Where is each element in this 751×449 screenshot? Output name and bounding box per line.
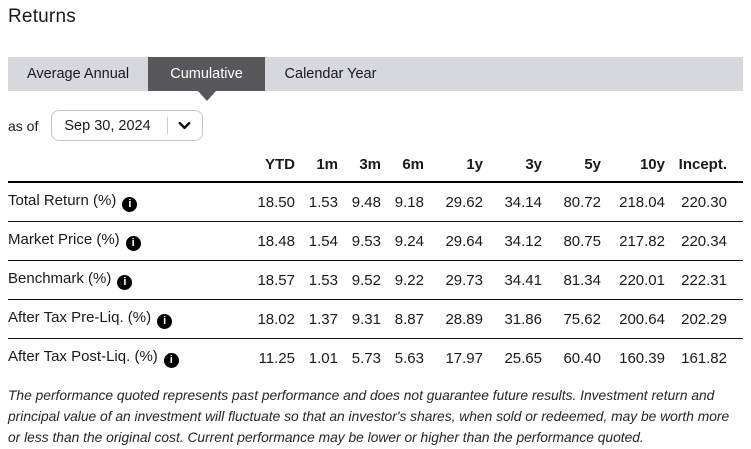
value-cell: 9.52 <box>351 271 381 289</box>
value-cell: 29.62 <box>445 193 483 211</box>
table-row-after-tax-pre-liq: After Tax Pre-Liq. (%) i 18.02 1.37 9.31 8.87… <box>8 300 743 339</box>
table-row-benchmark: Benchmark (%) i 18.57 1.53 9.52 9.22 29.73 34.4… <box>8 261 743 300</box>
column-header-1y: 1y <box>424 152 483 183</box>
value-cell: 80.75 <box>563 232 601 250</box>
value-cell: 18.48 <box>257 232 295 250</box>
value-cell: 9.24 <box>394 232 424 250</box>
row-label-header <box>8 152 248 183</box>
as-of-date-value: Sep 30, 2024 <box>64 117 151 134</box>
chevron-down-icon <box>178 121 191 130</box>
returns-table-body: Total Return (%) i 18.50 1.53 9.48 9.18 29.62 3… <box>8 182 743 377</box>
returns-table: YTD 1m 3m 6m 1y 3y 5y 10y Incept. Total Return (… <box>8 152 743 377</box>
value-cell: 17.97 <box>445 349 483 367</box>
tab-average-annual[interactable]: Average Annual <box>26 66 130 82</box>
value-cell: 29.73 <box>445 271 483 289</box>
value-cell: 81.34 <box>563 271 601 289</box>
performance-disclaimer: The performance quoted represents past p… <box>8 388 730 445</box>
value-cell: 80.72 <box>563 193 601 211</box>
tab-cumulative[interactable]: Cumulative <box>148 57 265 91</box>
value-cell: 34.41 <box>504 271 542 289</box>
column-header-3m: 3m <box>338 152 381 183</box>
info-icon[interactable]: i <box>157 314 173 329</box>
value-cell: 200.64 <box>619 310 665 328</box>
as-of-row: as of Sep 30, 2024 <box>8 110 743 141</box>
value-cell: 34.14 <box>504 193 542 211</box>
value-cell: 222.31 <box>681 271 727 289</box>
row-label: Benchmark (%) i <box>8 261 248 300</box>
value-cell: 18.50 <box>257 193 295 211</box>
value-cell: 160.39 <box>619 349 665 367</box>
value-cell: 1.01 <box>308 349 338 367</box>
row-label: Market Price (%) i <box>8 222 248 261</box>
row-label-text: After Tax Post-Liq. (%) <box>8 348 158 365</box>
value-cell: 31.86 <box>504 310 542 328</box>
table-row-market-price: Market Price (%) i 18.48 1.54 9.53 9.24 29.64 3… <box>8 222 743 261</box>
row-label-text: Total Return (%) <box>8 192 117 209</box>
value-cell: 1.54 <box>308 232 338 250</box>
column-header-5y: 5y <box>542 152 601 183</box>
value-cell: 5.63 <box>394 349 424 367</box>
value-cell: 60.40 <box>563 349 601 367</box>
value-cell: 9.22 <box>394 271 424 289</box>
column-header-6m: 6m <box>381 152 424 183</box>
returns-tabbar: Average Annual Cumulative Calendar Year <box>8 57 743 91</box>
column-header-10y: 10y <box>601 152 665 183</box>
value-cell: 28.89 <box>445 310 483 328</box>
value-cell: 220.01 <box>619 271 665 289</box>
page-title: Returns <box>8 6 76 27</box>
table-row-after-tax-post-liq: After Tax Post-Liq. (%) i 11.25 1.01 5.73 5.6… <box>8 339 743 378</box>
value-cell: 9.18 <box>394 193 424 211</box>
column-header-incept: Incept. <box>665 152 743 183</box>
value-cell: 217.82 <box>619 232 665 250</box>
table-header-row: YTD 1m 3m 6m 1y 3y 5y 10y Incept. <box>8 152 743 183</box>
value-cell: 5.73 <box>351 349 381 367</box>
value-cell: 9.31 <box>351 310 381 328</box>
value-cell: 1.53 <box>308 271 338 289</box>
tabbar-filler <box>396 57 743 91</box>
as-of-date-dropdown[interactable]: Sep 30, 2024 <box>51 110 203 141</box>
value-cell: 11.25 <box>258 349 295 367</box>
as-of-label: as of <box>8 117 39 134</box>
value-cell: 9.48 <box>351 193 381 211</box>
value-cell: 8.87 <box>394 310 424 328</box>
value-cell: 202.29 <box>681 310 727 328</box>
value-cell: 18.02 <box>257 310 295 328</box>
column-header-ytd: YTD <box>248 152 295 183</box>
tab-calendar-year[interactable]: Calendar Year <box>284 66 377 82</box>
value-cell: 220.30 <box>681 193 727 211</box>
value-cell: 1.53 <box>308 193 338 211</box>
row-label: Total Return (%) i <box>8 182 248 222</box>
value-cell: 18.57 <box>257 271 295 289</box>
dropdown-divider <box>166 117 168 134</box>
row-label-text: Benchmark (%) <box>8 270 112 287</box>
info-icon[interactable]: i <box>117 275 133 290</box>
value-cell: 9.53 <box>351 232 381 250</box>
value-cell: 220.34 <box>681 232 727 250</box>
value-cell: 161.82 <box>681 349 727 367</box>
value-cell: 218.04 <box>619 193 665 211</box>
row-label: After Tax Post-Liq. (%) i <box>8 339 248 378</box>
value-cell: 29.64 <box>445 232 483 250</box>
info-icon[interactable]: i <box>163 353 179 368</box>
table-row-total-return: Total Return (%) i 18.50 1.53 9.48 9.18 29.62 3… <box>8 182 743 222</box>
row-label: After Tax Pre-Liq. (%) i <box>8 300 248 339</box>
row-label-text: Market Price (%) <box>8 231 120 248</box>
value-cell: 1.37 <box>308 310 338 328</box>
value-cell: 75.62 <box>563 310 601 328</box>
info-icon[interactable]: i <box>122 197 138 212</box>
value-cell: 25.65 <box>504 349 542 367</box>
value-cell: 34.12 <box>504 232 542 250</box>
column-header-1m: 1m <box>295 152 338 183</box>
column-header-3y: 3y <box>483 152 542 183</box>
row-label-text: After Tax Pre-Liq. (%) <box>8 309 152 326</box>
info-icon[interactable]: i <box>125 236 141 251</box>
